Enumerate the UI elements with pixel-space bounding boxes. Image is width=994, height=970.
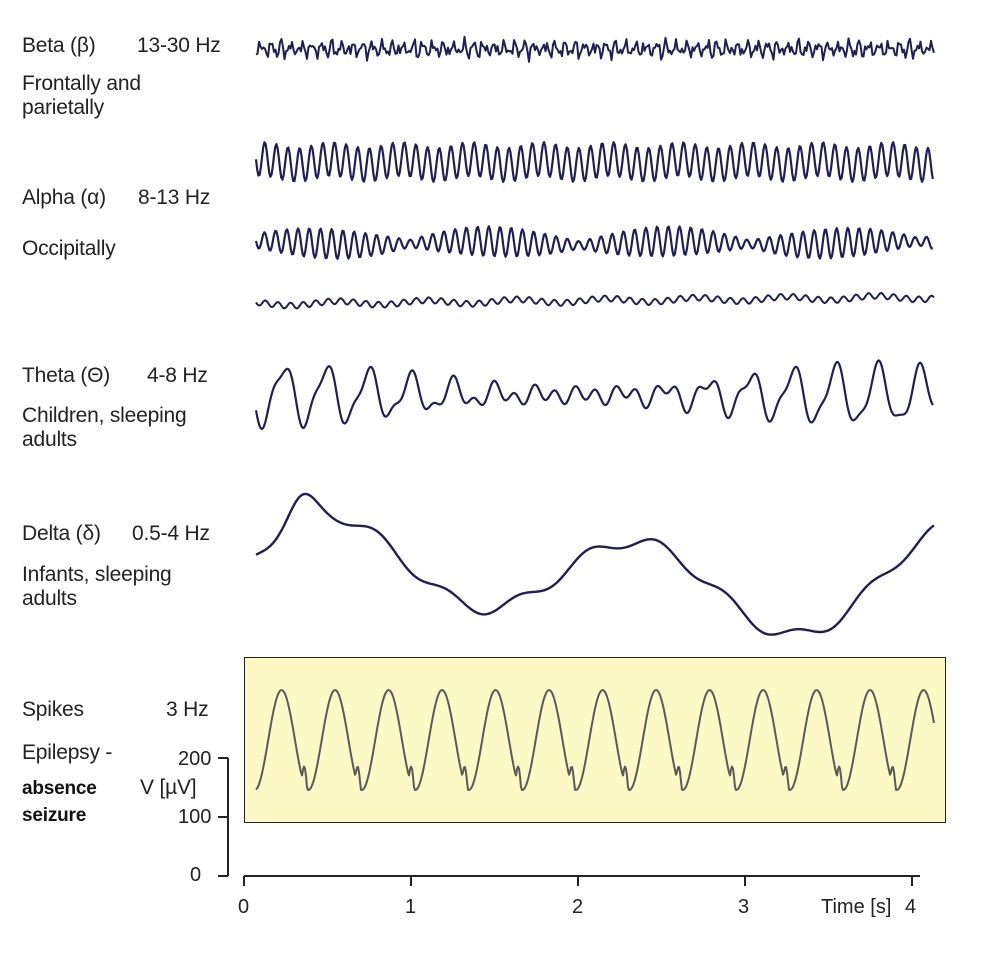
spike-trace [255,689,935,791]
y-tick-0: 0 [190,864,202,886]
y-tick-100: 100 [178,806,212,828]
y-tick-200: 200 [178,748,212,770]
beta-location: Frontally and parietally [22,72,141,119]
beta-name: Beta (β) [22,34,96,57]
alpha-trace-1 [254,141,934,183]
axes-lines [218,757,920,886]
theta-name: Theta (Θ) [22,364,111,387]
delta-trace [255,492,935,636]
theta-location: Children, sleeping adults [22,404,187,451]
theta-trace [254,359,934,431]
beta-trace [255,35,935,63]
alpha-freq: 8-13 Hz [138,186,211,209]
x-tick-1: 1 [405,896,417,918]
alpha-trace-3 [255,292,935,310]
x-tick-2: 2 [572,896,584,918]
spikes-condition-2: seizure [22,805,87,826]
x-tick-4: 4 [905,896,917,918]
delta-name: Delta (δ) [22,522,101,545]
alpha-location: Occipitally [22,237,116,260]
spikes-name: Spikes [22,698,84,721]
alpha-name: Alpha (α) [22,186,106,209]
eeg-traces [254,35,935,791]
x-tick-0: 0 [238,896,250,918]
beta-freq: 13-30 Hz [137,34,221,57]
theta-freq: 4-8 Hz [147,364,208,387]
spikes-location: Epilepsy - [22,741,113,764]
y-axis-title: V [µV] [140,776,197,799]
x-tick-3: 3 [738,896,750,918]
delta-freq: 0.5-4 Hz [132,522,210,545]
spikes-condition-1: absence [22,778,97,799]
x-axis-title: Time [s] [821,896,892,918]
delta-location: Infants, sleeping adults [22,563,172,610]
alpha-trace-2 [254,225,933,260]
spikes-freq: 3 Hz [166,698,209,721]
